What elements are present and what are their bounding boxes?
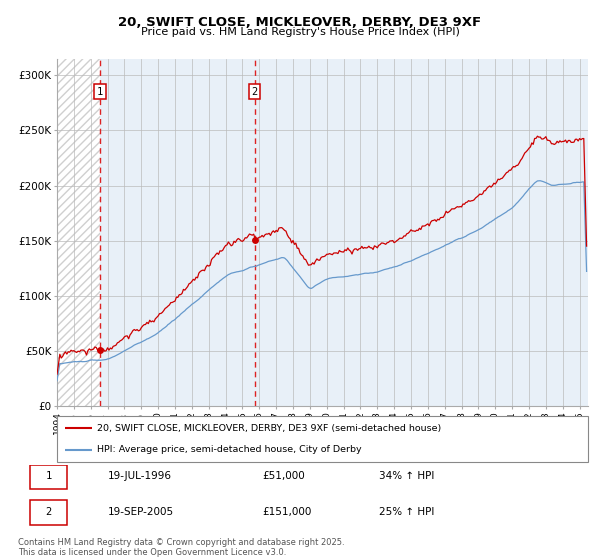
Text: 20, SWIFT CLOSE, MICKLEOVER, DERBY, DE3 9XF (semi-detached house): 20, SWIFT CLOSE, MICKLEOVER, DERBY, DE3 …	[97, 424, 441, 433]
Text: £151,000: £151,000	[262, 507, 312, 517]
Text: Contains HM Land Registry data © Crown copyright and database right 2025.
This d: Contains HM Land Registry data © Crown c…	[18, 538, 344, 557]
FancyBboxPatch shape	[57, 416, 588, 462]
Text: 25% ↑ HPI: 25% ↑ HPI	[379, 507, 434, 517]
Text: 34% ↑ HPI: 34% ↑ HPI	[379, 472, 434, 482]
FancyBboxPatch shape	[29, 465, 67, 489]
Text: £51,000: £51,000	[262, 472, 305, 482]
Text: 19-SEP-2005: 19-SEP-2005	[108, 507, 175, 517]
Text: 2: 2	[46, 507, 52, 517]
Text: 20, SWIFT CLOSE, MICKLEOVER, DERBY, DE3 9XF: 20, SWIFT CLOSE, MICKLEOVER, DERBY, DE3 …	[118, 16, 482, 29]
Text: 1: 1	[97, 87, 103, 97]
Text: HPI: Average price, semi-detached house, City of Derby: HPI: Average price, semi-detached house,…	[97, 445, 361, 454]
Text: 2: 2	[251, 87, 257, 97]
Text: Price paid vs. HM Land Registry's House Price Index (HPI): Price paid vs. HM Land Registry's House …	[140, 27, 460, 37]
Bar	[57, 59, 100, 406]
FancyBboxPatch shape	[29, 500, 67, 525]
Text: 19-JUL-1996: 19-JUL-1996	[108, 472, 172, 482]
Text: 1: 1	[46, 472, 52, 482]
Bar	[57, 59, 100, 406]
